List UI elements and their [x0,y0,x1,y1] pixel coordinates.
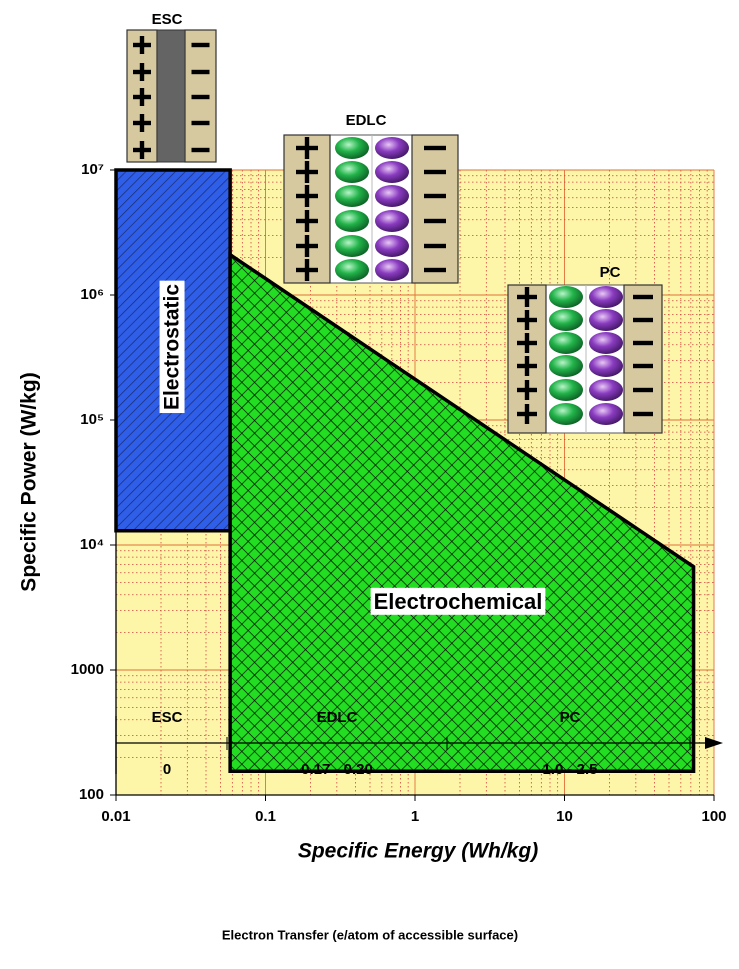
y-tick-label: 1000 [71,661,104,678]
minus-sign [633,295,653,299]
ion-sphere [589,403,623,425]
minus-sign [192,121,210,125]
minus-sign [424,268,446,272]
et-segment-name: PC [560,709,581,726]
ion-sphere [335,210,369,232]
minus-sign [424,146,446,150]
region-label-group: Electrochemical [371,588,546,615]
minus-sign [424,170,446,174]
minus-sign [192,95,210,99]
region-label-group: Electrostatic [160,281,185,413]
plus-sign [305,259,309,281]
plus-sign [140,36,144,54]
diagram-label: ESC [152,11,183,28]
plus-sign [305,210,309,232]
minus-sign [633,412,653,416]
plus-sign [525,333,529,353]
ion-sphere [549,403,583,425]
y-tick-label: 10⁴ [80,536,104,553]
ion-sphere [549,355,583,377]
plus-sign [140,63,144,81]
et-segment-range: 1.0 - 2.5 [542,761,597,778]
plus-sign [305,137,309,159]
ion-sphere [589,309,623,331]
x-tick-label: 100 [701,808,726,825]
x-tick-label: 1 [411,808,419,825]
y-tick-label: 10⁶ [80,286,104,303]
ion-sphere [549,379,583,401]
ion-sphere [335,161,369,183]
ion-sphere [335,259,369,281]
region-label: Electrostatic [161,284,184,410]
electrode-plate [412,135,458,283]
ion-sphere [335,235,369,257]
x-tick-label: 0.01 [101,808,130,825]
et-segment-range: 0 [163,761,171,778]
dielectric [157,30,185,162]
ion-sphere [589,355,623,377]
ion-sphere [335,185,369,207]
et-segment-range: 0.17 - 0.20 [301,761,373,778]
x-tick-label: 10 [556,808,573,825]
x-tick-label: 0.1 [255,808,276,825]
chart: 0.01 0.1 1 10 100 100 1000 10⁴ 10⁵ 10⁶ 10⁷ Electros… [0,0,739,969]
et-segment-name: ESC [152,709,183,726]
ion-sphere [375,259,409,281]
capacitor-diagram: ESC [127,11,216,162]
minus-sign [424,194,446,198]
plus-sign [140,141,144,159]
minus-sign [633,341,653,345]
y-axis-title: Specific Power (W/kg) [18,372,41,591]
y-tick-label: 10⁵ [80,411,104,428]
plus-sign [305,161,309,183]
minus-sign [424,219,446,223]
ion-sphere [375,161,409,183]
plus-sign [525,380,529,400]
plus-sign [525,356,529,376]
ion-sphere [375,235,409,257]
x-axis-title: Specific Energy (Wh/kg) [298,840,538,863]
plus-sign [525,287,529,307]
ion-sphere [549,332,583,354]
et-title: Electron Transfer (e/atom of accessible … [222,927,518,942]
plus-sign [140,88,144,106]
y-tick-label: 10⁷ [81,161,104,178]
plus-sign [525,310,529,330]
plus-sign [305,185,309,207]
plus-sign [525,404,529,424]
diagram-label: EDLC [346,112,387,129]
ion-sphere [335,137,369,159]
minus-sign [633,318,653,322]
minus-sign [424,244,446,248]
minus-sign [633,364,653,368]
ion-sphere [375,137,409,159]
plus-sign [140,114,144,132]
electrode-plate [624,285,662,433]
ion-sphere [375,185,409,207]
capacitor-diagram: PC [508,264,662,433]
plus-sign [305,235,309,257]
ion-sphere [375,210,409,232]
minus-sign [192,43,210,47]
et-segment-name: EDLC [317,709,358,726]
ion-sphere [549,309,583,331]
region-label: Electrochemical [374,589,543,614]
minus-sign [192,148,210,152]
y-tick-label: 100 [79,786,104,803]
ion-sphere [589,286,623,308]
minus-sign [633,388,653,392]
capacitor-diagram: EDLC [284,112,458,283]
ion-sphere [549,286,583,308]
ion-sphere [589,332,623,354]
diagram-label: PC [600,264,621,281]
minus-sign [192,70,210,74]
ion-sphere [589,379,623,401]
